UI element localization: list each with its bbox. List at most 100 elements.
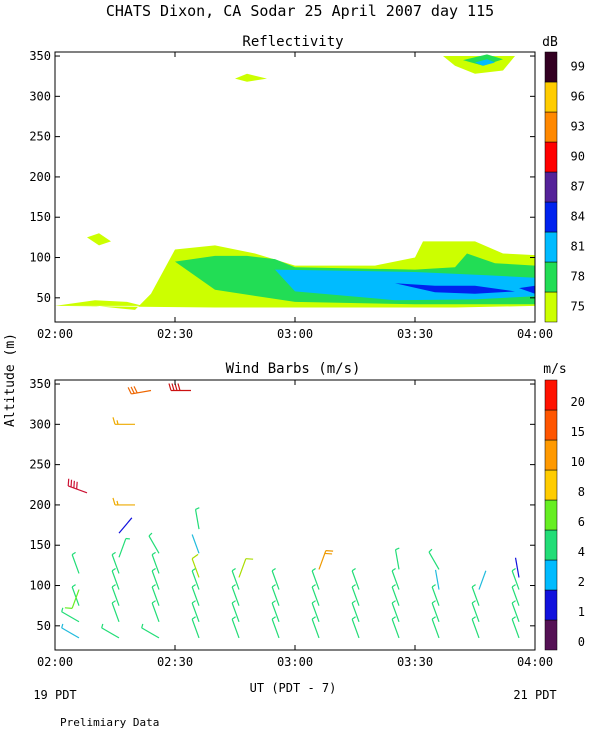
wind-barb-half-flag: [471, 616, 476, 620]
wind-barb-staff: [111, 554, 120, 574]
wind-barb: [351, 584, 360, 606]
y-axis-label: Altitude (m): [3, 333, 18, 427]
wind-barbs: [61, 383, 520, 639]
colorbar-tick-label: 0: [578, 635, 585, 649]
wind-barb-half-flag: [391, 616, 396, 620]
wind-barb: [391, 584, 400, 606]
wind-barb-staff: [71, 586, 80, 606]
wind-barb-staff: [511, 618, 520, 639]
wind-barb-staff: [351, 618, 360, 639]
wind-frame: [54, 379, 536, 651]
wind-barb: [271, 567, 280, 590]
y-tick-label: 250: [29, 458, 51, 472]
figure-title: CHATS Dixon, CA Sodar 25 April 2007 day …: [106, 2, 494, 20]
wind-barb: [112, 417, 135, 425]
wind-barb-staff: [431, 618, 440, 639]
wind-barb-staff: [191, 570, 200, 590]
wind-barb-staff: [271, 602, 280, 622]
y-tick-label: 350: [29, 377, 51, 391]
wind-barb-staff: [191, 558, 200, 578]
wind-barb-flag: [324, 552, 333, 555]
y-tick-label: 150: [29, 210, 51, 224]
colorbar-swatch: [544, 589, 558, 621]
wind-barb-flag: [130, 386, 135, 394]
wind-barb-half-flag: [195, 507, 200, 510]
x-tick-label: 04:00: [517, 655, 553, 669]
wind-barb-staff: [151, 586, 160, 606]
wind-barb-staff: [391, 618, 400, 639]
reflectivity-region: [519, 285, 535, 294]
wind-barb: [111, 551, 120, 574]
wind-barb-half-flag: [111, 567, 116, 572]
wind-barb: [511, 567, 520, 590]
wind-barb-half-flag: [71, 551, 76, 556]
wind-barb: [151, 600, 160, 622]
wind-barb-half-flag: [151, 551, 156, 556]
reflectivity-title: Reflectivity: [242, 34, 343, 50]
wind-barb-staff: [431, 586, 440, 606]
wind-barb-flag: [177, 383, 181, 391]
wind-barb-half-flag: [231, 584, 236, 588]
x-tick-label: 03:00: [277, 327, 313, 341]
wind-barb: [191, 584, 200, 606]
wind-barb-staff: [151, 570, 160, 590]
wind-barb-half-flag: [431, 584, 436, 588]
y-tick-label: 50: [37, 619, 51, 633]
wind-barb: [311, 584, 320, 606]
wind-barb-half-flag: [271, 600, 276, 604]
wind-barb-staff: [311, 570, 320, 590]
wind-barb-staff: [191, 602, 200, 622]
wind-barb-half-flag: [351, 600, 356, 604]
colorbar-swatch: [544, 141, 558, 173]
wind-barb: [101, 623, 120, 639]
colorbar-swatch: [544, 619, 558, 651]
wind-barb-flag: [127, 387, 132, 395]
colorbar-swatch: [544, 201, 558, 233]
y-tick-label: 350: [29, 49, 51, 63]
wind-barb: [271, 584, 280, 606]
wind-barb-half-flag: [151, 584, 156, 588]
reflectivity-x-axis: 02:00 02:30 03:00 03:30 04:00: [37, 52, 553, 341]
wind-y-axis: 50 100 150 200 250 300 350: [29, 377, 535, 633]
wind-barb: [311, 600, 320, 622]
reflectivity-region: [475, 59, 495, 66]
wind-barb-half-flag: [191, 584, 196, 588]
x-tick-label: 03:30: [397, 327, 433, 341]
wind-barb-half-flag: [311, 584, 316, 588]
wind-barb: [61, 607, 80, 623]
colorbar-swatch: [544, 261, 558, 293]
wind-barb-staff: [231, 618, 240, 639]
wind-barb-staff: [471, 602, 480, 622]
wind-barb-staff: [191, 586, 200, 606]
wind-barb-staff: [391, 586, 400, 606]
wind-barb-staff: [318, 550, 327, 570]
y-tick-label: 250: [29, 130, 51, 144]
reflectivity-colorbar-label: dB: [542, 35, 558, 50]
wind-barb-staff: [431, 602, 440, 622]
colorbar-tick-label: 8: [578, 485, 585, 499]
wind-barb-staff: [311, 586, 320, 606]
y-tick-label: 100: [29, 251, 51, 265]
wind-barb: [191, 616, 200, 639]
wind-barb-half-flag: [61, 623, 64, 629]
reflectivity-region: [55, 300, 143, 306]
wind-barb-staff: [311, 618, 320, 639]
wind-barb: [231, 584, 240, 606]
wind-barb: [231, 567, 240, 590]
x-tick-label: 03:30: [397, 655, 433, 669]
wind-barb-staff: [118, 538, 127, 558]
wind-barb-half-flag: [511, 567, 516, 572]
wind-barb-half-flag: [431, 616, 436, 620]
wind-barb: [112, 497, 135, 506]
wind-barb: [351, 600, 360, 622]
wind-barb-half-flag: [191, 567, 196, 572]
wind-barb: [111, 584, 120, 606]
wind-barb: [311, 616, 320, 639]
colorbar-swatch: [544, 171, 558, 203]
wind-barb: [391, 616, 400, 639]
wind-barb-staff: [511, 602, 520, 622]
wind-barb-half-flag: [311, 616, 316, 620]
wind-barb-flag: [73, 480, 75, 489]
